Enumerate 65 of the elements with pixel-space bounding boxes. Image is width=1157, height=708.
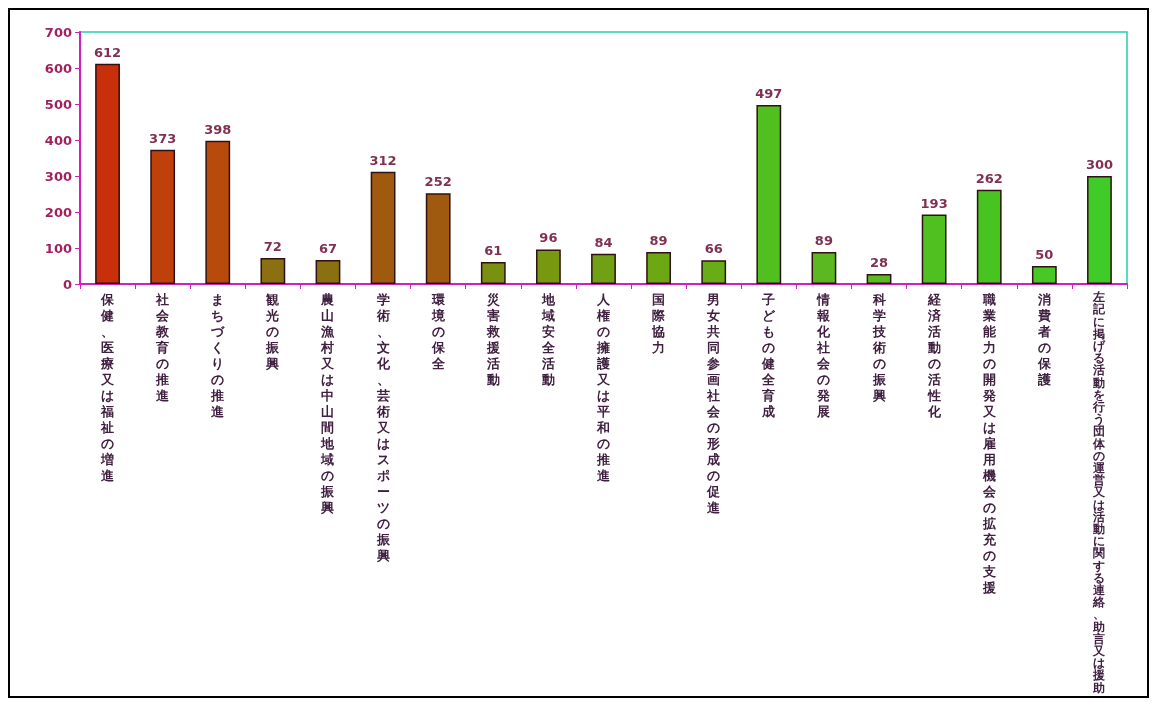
data-label: 89 <box>649 232 668 248</box>
data-label: 398 <box>204 121 232 137</box>
category-label: 左記に掲げる活動を行う団体の運営又は活動に関する連絡、助言又は援助 <box>1093 290 1106 695</box>
bar <box>976 189 1002 284</box>
x-tick-label: 経済活動の活性化 <box>926 291 942 419</box>
bar <box>811 251 837 284</box>
data-label: 312 <box>369 152 397 168</box>
bar <box>95 63 120 284</box>
bar <box>205 140 231 284</box>
data-label: 262 <box>975 170 1003 186</box>
bar <box>756 105 782 284</box>
data-label: 84 <box>594 234 613 250</box>
x-tick-label: 子どもの健全育成 <box>761 291 777 419</box>
x-tick-label: 消費者の保護 <box>1036 291 1052 387</box>
data-label: 67 <box>318 240 338 256</box>
data-label: 96 <box>539 230 558 246</box>
bar <box>701 260 727 284</box>
bar <box>315 259 341 284</box>
category-label: 保健、医療又は福祉の増進 <box>101 291 115 483</box>
category-label: 人権の擁護又は平和の推進 <box>597 291 610 483</box>
x-tick-label: 国際協力 <box>651 291 667 355</box>
category-label: 職業能力の開発又は雇用機会の拡充の支援 <box>982 291 996 595</box>
y-tick-label: 0 <box>62 276 72 292</box>
bar <box>1031 266 1057 284</box>
y-tick-label: 100 <box>44 240 72 256</box>
bar <box>591 253 616 284</box>
data-label: 612 <box>93 44 122 60</box>
bar <box>150 149 176 284</box>
data-label: 89 <box>814 232 833 248</box>
data-label: 61 <box>484 243 503 259</box>
bar <box>646 251 671 284</box>
x-tick-label: 地域安全活動 <box>540 291 556 387</box>
data-label: 50 <box>1035 247 1054 262</box>
bar <box>866 273 892 284</box>
y-tick-label: 300 <box>44 168 72 184</box>
data-label: 373 <box>149 130 177 146</box>
data-label: 66 <box>704 241 723 257</box>
data-label: 28 <box>869 254 889 270</box>
data-label: 193 <box>920 195 948 211</box>
y-tick-label: 700 <box>44 24 72 40</box>
x-tick-label: 情報化社会の発展 <box>816 291 832 419</box>
data-label: 497 <box>755 86 783 102</box>
x-tick-label: 災害救援活動 <box>485 291 501 387</box>
x-tick-label: まちづくりの推進 <box>210 291 226 419</box>
bar <box>480 262 506 284</box>
y-tick-label: 600 <box>44 60 72 76</box>
category-label: 学術、文化、芸術又はスポーツの振興 <box>376 291 390 563</box>
data-label: 300 <box>1085 157 1114 172</box>
y-tick-label: 200 <box>44 204 72 220</box>
x-tick-label: 環境の保全 <box>430 291 446 371</box>
category-label: 男女共同参画社会の形成の促進 <box>707 291 721 515</box>
y-tick-label: 500 <box>44 96 72 112</box>
bar <box>536 249 561 284</box>
bar <box>921 214 947 284</box>
bar <box>370 171 396 284</box>
bar <box>425 193 451 284</box>
x-tick-label: 社会教育の推進 <box>155 291 171 403</box>
data-label: 252 <box>424 174 452 190</box>
x-tick-label: 科学技術の振興 <box>871 291 887 403</box>
data-label: 72 <box>263 239 282 255</box>
bar <box>1087 176 1112 284</box>
x-tick-label: 観光の振興 <box>265 291 281 371</box>
category-label: 農山漁村又は中山間地域の振興 <box>321 291 335 515</box>
bar <box>260 258 286 284</box>
y-tick-label: 400 <box>44 132 72 148</box>
